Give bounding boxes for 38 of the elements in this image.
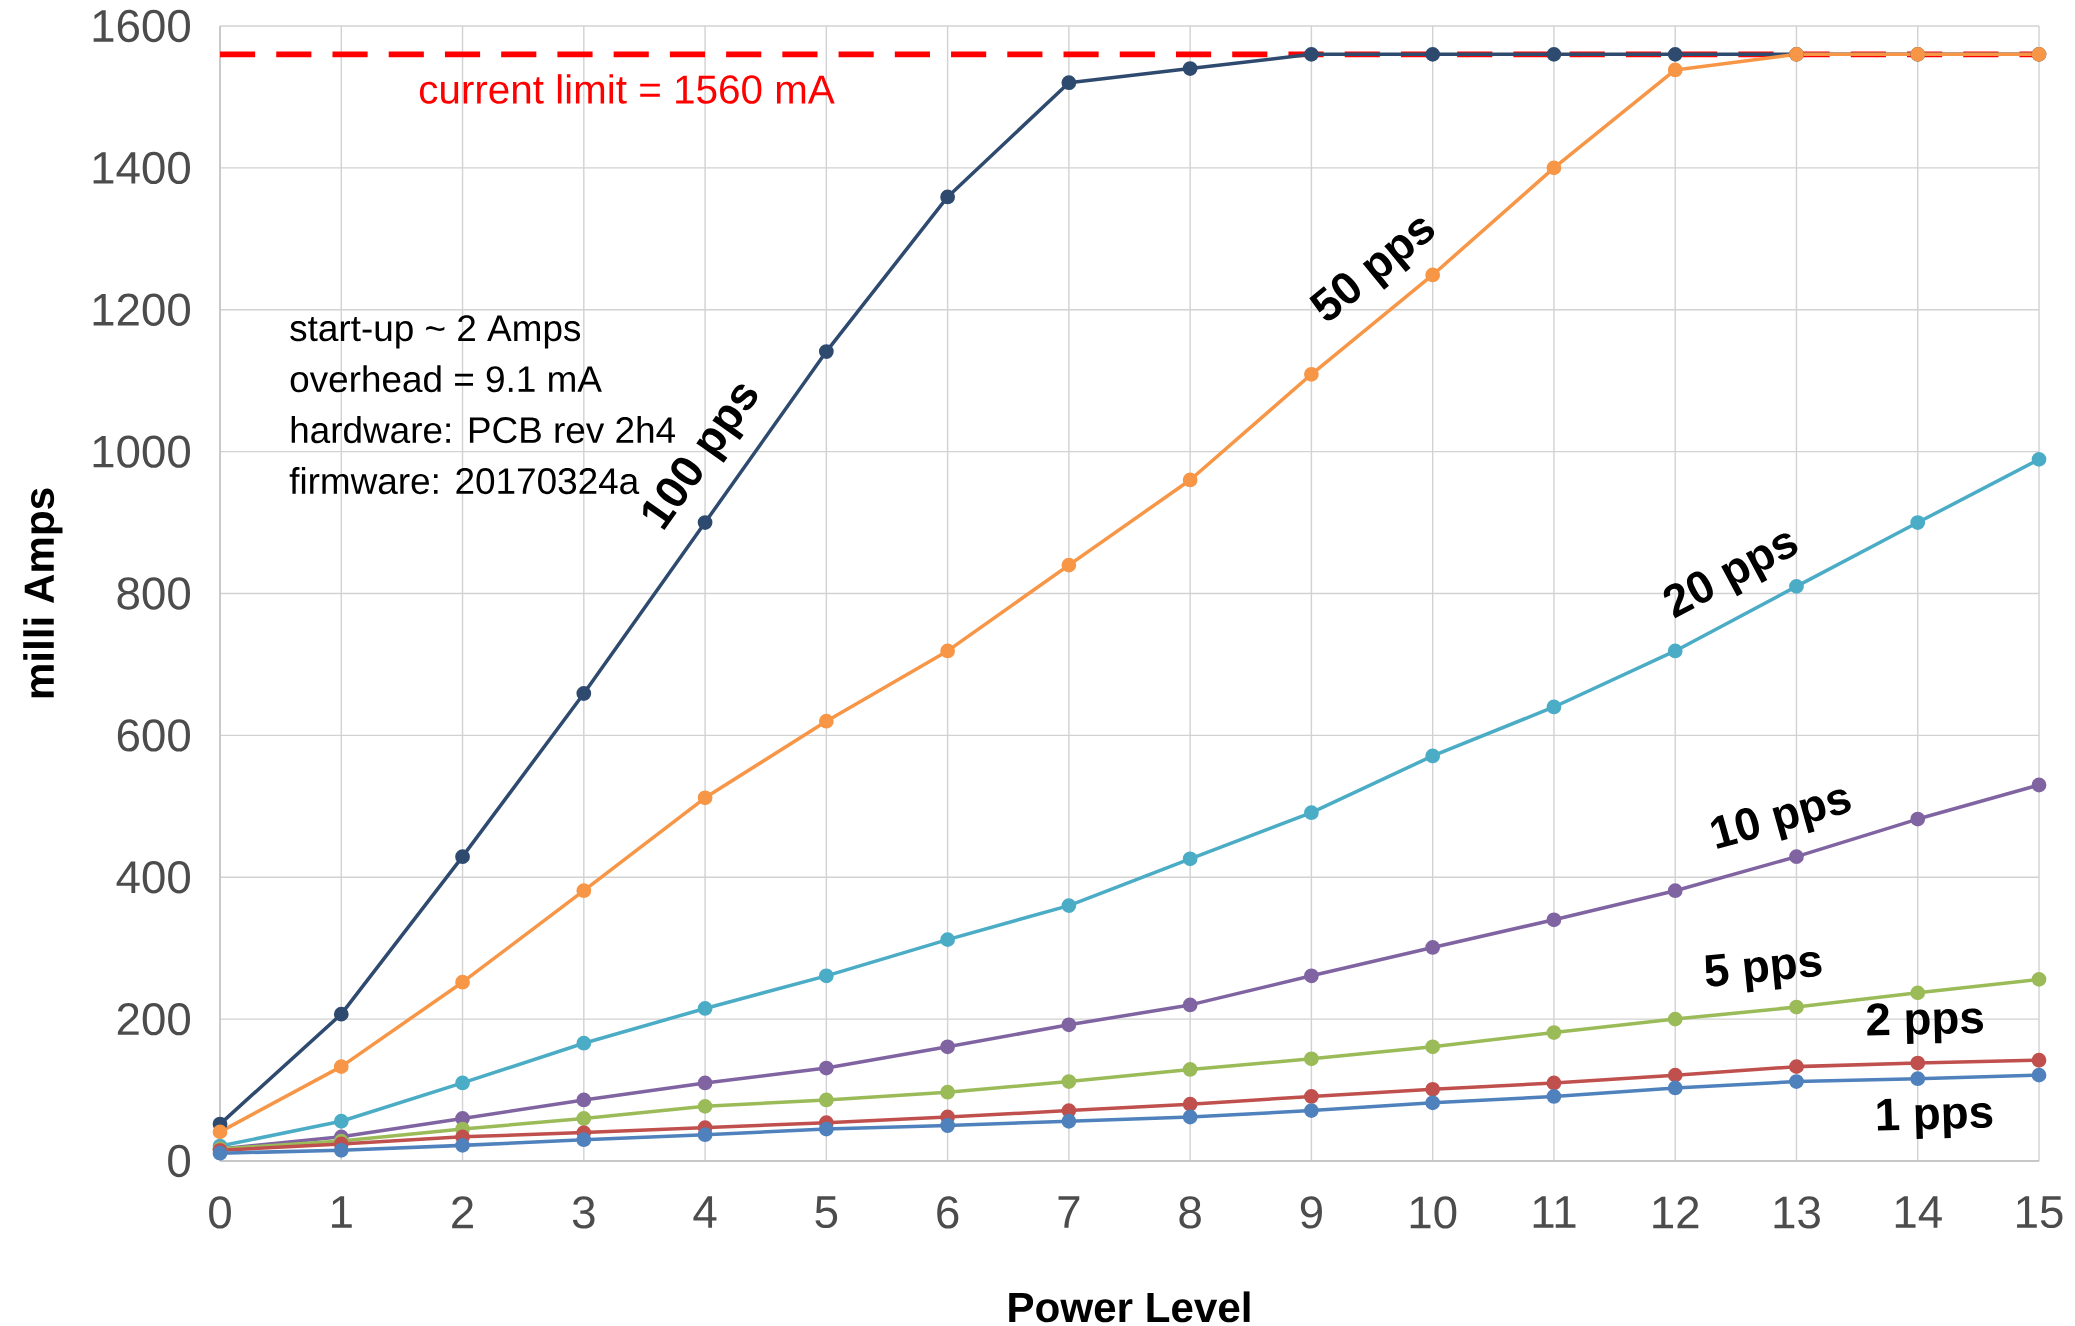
x-tick-label: 1 [332,1196,352,1228]
annotation: hardware: PCB rev 2h4 [291,416,675,444]
x-tick-label: 7 [1058,1196,1080,1228]
x-tick-label: 14 [1895,1196,1942,1228]
y-tick-label: 1200 [93,293,190,326]
x-tick-label: 3 [572,1196,595,1229]
ref-line-label: current limit = 1560 mA [419,74,835,104]
x-tick-label: 13 [1774,1196,1820,1229]
y-tick-label: 400 [116,861,190,894]
x-tick-label: 15 [2017,1196,2063,1229]
series-label: 1 pps [1877,1098,1993,1139]
annotation: start-up ~ 2 Amps [290,315,581,349]
y-tick-label: 1000 [93,435,190,468]
y-tick-label: 600 [117,719,190,752]
x-tick-label: 8 [1179,1196,1201,1229]
y-tick-label: 800 [117,577,190,610]
x-tick-label: 4 [693,1196,717,1228]
x-tick-label: 0 [209,1196,231,1229]
x-tick-label: 5 [815,1196,838,1229]
y-axis-title: milli Amps [23,488,63,698]
x-tick-label: 9 [1300,1196,1322,1229]
series-label: 2 pps [1867,1003,1984,1045]
x-tick-label: 10 [1410,1196,1457,1229]
x-tick-label: 2 [452,1196,473,1229]
y-tick-label: 0 [168,1144,191,1178]
x-tick-label: 12 [1653,1196,1699,1229]
y-tick-label: 1600 [93,9,190,43]
annotation: firmware: 20170324a [289,467,640,495]
x-tick-label: 6 [937,1196,959,1229]
x-tick-label: 11 [1533,1196,1576,1228]
text: 20 pps [1663,533,1798,619]
text: 10 pps [1710,789,1851,849]
y-tick-label: 1400 [93,151,190,185]
x-axis-title: Power Level [1009,1291,1250,1323]
y-tick-label: 200 [117,1002,190,1036]
annotation: overhead = 9.1 mA [290,365,602,393]
text: 5 pps [1705,952,1822,993]
text: 50 pps [1309,218,1435,321]
